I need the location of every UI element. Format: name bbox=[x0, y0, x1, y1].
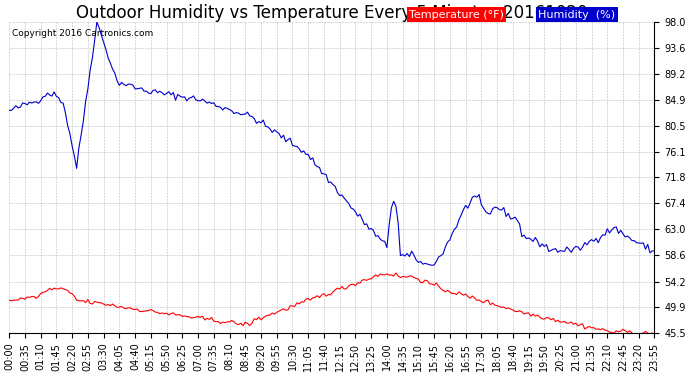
Text: Copyright 2016 Cartronics.com: Copyright 2016 Cartronics.com bbox=[12, 28, 154, 38]
Text: Humidity  (%): Humidity (%) bbox=[538, 10, 615, 20]
Title: Outdoor Humidity vs Temperature Every 5 Minutes 20161020: Outdoor Humidity vs Temperature Every 5 … bbox=[76, 4, 588, 22]
Text: Temperature (°F): Temperature (°F) bbox=[409, 10, 504, 20]
